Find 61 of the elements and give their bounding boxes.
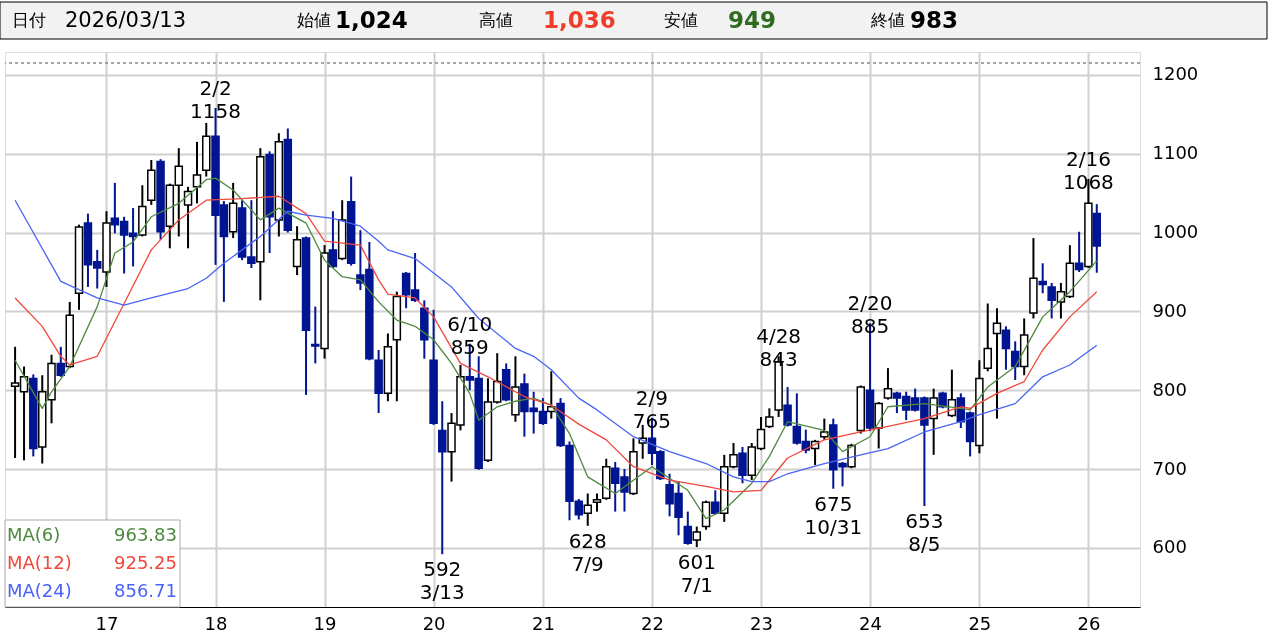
y-tick-label: 700: [1152, 457, 1187, 479]
candlestick: [783, 386, 792, 428]
annotation: 675 10/31: [804, 491, 863, 539]
text: MA(6): [7, 524, 61, 545]
candlestick: [692, 525, 702, 549]
annotation: 2/16 1068: [1062, 146, 1114, 194]
y-tick-label: 600: [1152, 536, 1187, 558]
candlestick: [583, 492, 592, 527]
annotation: 856.71: [114, 580, 177, 601]
y-tick-label: 1100: [1152, 142, 1199, 164]
text: 1,024: [335, 7, 408, 33]
text: 始値: [297, 10, 331, 30]
annotation: 2/2 1158: [190, 75, 241, 123]
x-tick-label: 25: [968, 612, 992, 634]
x-tick-label: 24: [859, 612, 882, 634]
text: 983: [910, 7, 959, 33]
text: 949: [728, 7, 777, 33]
x-tick-label: 26: [1077, 612, 1101, 634]
y-tick-label: 900: [1152, 299, 1187, 321]
candlestick: [683, 510, 693, 546]
candlestick: [1001, 325, 1011, 371]
x-tick-label: 19: [313, 612, 337, 634]
x-tick-label: 21: [531, 612, 555, 634]
x-tick-label: 23: [750, 612, 773, 634]
candlestick: [328, 210, 338, 270]
y-tick-label: 800: [1152, 378, 1187, 400]
candlestick: [592, 492, 602, 513]
candlestick: [311, 305, 320, 365]
y-tick-label: 1200: [1152, 63, 1199, 85]
candlestick: [438, 400, 447, 556]
candlestick: [711, 489, 720, 516]
candlestick: [883, 367, 893, 401]
x-tick-label: 17: [95, 612, 119, 634]
annotation: 592 3/13: [419, 557, 465, 605]
candlestick: [192, 140, 202, 205]
annotation: 2/9 765: [632, 385, 672, 433]
candlestick: [738, 445, 747, 485]
x-tick-label: 18: [204, 612, 228, 634]
annotation: 925.25: [114, 552, 177, 573]
annotation: 601 7/1: [677, 550, 716, 598]
x-tick-label: 22: [641, 612, 664, 634]
annotation: 963.83: [114, 524, 177, 545]
text: 2026/03/13: [65, 8, 187, 32]
candlestick: [983, 302, 992, 373]
candlestick: [929, 387, 938, 456]
text: 安値: [664, 10, 698, 30]
candlestick: [992, 307, 1002, 420]
text: 高値: [479, 10, 513, 30]
y-tick-label: 1000: [1152, 221, 1199, 243]
text: 終値: [870, 10, 905, 30]
candlestick: [1038, 262, 1047, 295]
candlestick: [765, 407, 774, 430]
text: MA(24): [7, 580, 72, 601]
text: MA(12): [7, 552, 72, 573]
text: 日付: [12, 10, 46, 30]
x-tick-label: 20: [422, 612, 446, 634]
candlestick: [1047, 281, 1056, 320]
text: 1,036: [543, 7, 616, 33]
annotation: 628 7/9: [568, 528, 607, 576]
annotation: 653 8/5: [905, 509, 944, 557]
candlestick: [847, 442, 856, 470]
